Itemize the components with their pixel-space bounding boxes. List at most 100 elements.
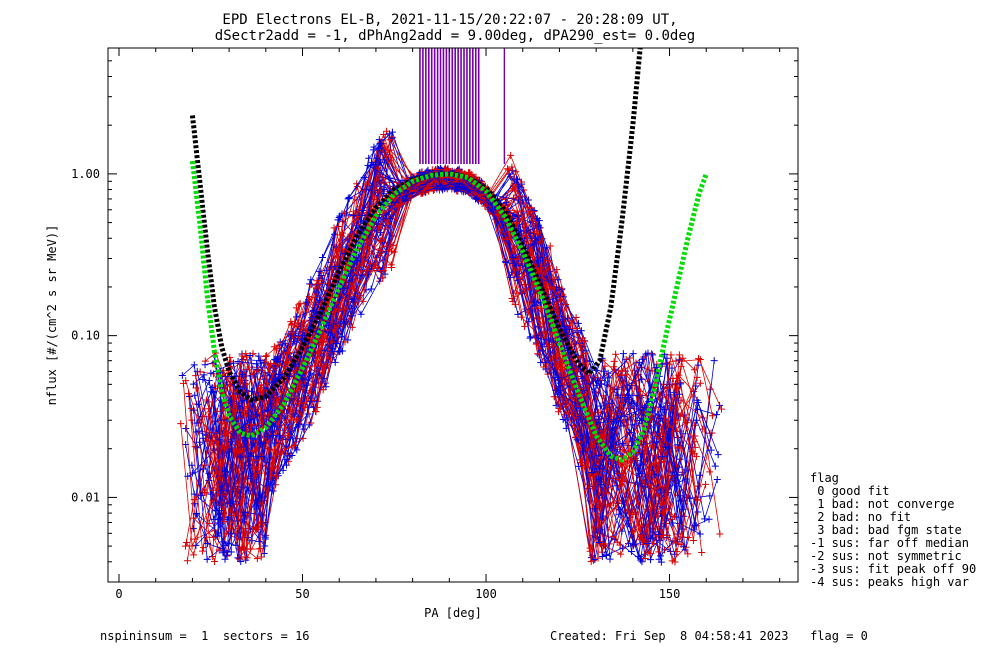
data-point	[369, 160, 377, 168]
data-point	[655, 555, 663, 563]
data-point	[220, 517, 228, 525]
data-point	[210, 515, 218, 523]
data-point	[464, 186, 472, 194]
y-tick-label-2: 0.10	[71, 329, 100, 343]
data-point	[642, 443, 650, 451]
data-point	[669, 519, 677, 527]
data-point	[530, 240, 538, 248]
data-point	[713, 475, 721, 483]
data-point	[221, 372, 229, 380]
data-point	[640, 403, 648, 411]
axes-layer: 0 50 100 150 0.01 1.00 0.10	[71, 48, 798, 601]
data-point	[531, 234, 539, 242]
data-point	[626, 354, 634, 362]
data-point	[300, 332, 308, 340]
data-point	[702, 480, 710, 488]
data-point	[657, 414, 665, 422]
data-point	[619, 350, 627, 358]
data-point	[623, 416, 631, 424]
data-point	[529, 208, 537, 216]
data-point	[345, 194, 353, 202]
data-point	[679, 354, 687, 362]
data-point	[692, 452, 700, 460]
data-point	[311, 294, 319, 302]
data-point	[264, 411, 272, 419]
data-point	[364, 270, 372, 278]
data-point	[655, 548, 663, 556]
data-point	[192, 541, 200, 549]
data-trace	[191, 175, 681, 560]
data-point	[556, 404, 564, 412]
data-point	[600, 367, 608, 375]
data-point	[573, 324, 581, 332]
data-point	[594, 554, 602, 562]
data-point	[708, 412, 716, 420]
data-point	[581, 337, 589, 345]
data-point	[220, 459, 228, 467]
data-point	[532, 340, 540, 348]
data-point	[638, 375, 646, 383]
data-point	[205, 519, 213, 527]
data-point	[238, 397, 246, 405]
fit-curve-green	[189, 160, 709, 463]
y-tick-label-0: 0.01	[71, 490, 100, 504]
data-point	[287, 332, 295, 340]
data-point	[207, 369, 215, 377]
data-point	[331, 326, 339, 334]
data-point	[665, 360, 673, 368]
data-point	[262, 352, 270, 360]
data-point	[370, 143, 378, 151]
data-point	[242, 556, 250, 564]
data-point	[595, 538, 603, 546]
data-point	[509, 297, 517, 305]
data-point	[255, 537, 263, 545]
data-point	[660, 406, 668, 414]
data-point	[359, 257, 367, 265]
data-point	[313, 277, 321, 285]
data-point	[315, 267, 323, 275]
data-point	[696, 355, 704, 363]
data-point	[692, 382, 700, 390]
data-point	[666, 444, 674, 452]
data-point	[341, 338, 349, 346]
data-point	[656, 403, 664, 411]
data-point	[218, 442, 226, 450]
data-point	[203, 540, 211, 548]
data-point	[456, 179, 464, 187]
data-point	[507, 151, 515, 159]
data-point	[239, 483, 247, 491]
data-point	[651, 484, 659, 492]
data-point	[598, 553, 606, 561]
data-point	[292, 367, 300, 375]
data-point	[357, 267, 365, 275]
data-point	[574, 319, 582, 327]
data-point	[662, 443, 670, 451]
data-point	[191, 443, 199, 451]
data-point	[574, 372, 582, 380]
data-point	[629, 350, 637, 358]
data-point	[612, 350, 620, 358]
data-point	[209, 533, 217, 541]
data-point	[293, 416, 301, 424]
data-point	[508, 163, 516, 171]
data-point	[610, 363, 618, 371]
data-point	[473, 194, 481, 202]
data-point	[706, 468, 714, 476]
data-point	[337, 231, 345, 239]
data-layer	[177, 127, 726, 566]
data-point	[380, 185, 388, 193]
data-point	[225, 476, 233, 484]
legend-item-7: -4 sus: peaks high var	[810, 575, 969, 589]
x-tick-label-2: 100	[475, 587, 497, 601]
data-point	[588, 468, 596, 476]
data-point	[647, 550, 655, 558]
data-point	[634, 552, 642, 560]
data-point	[377, 237, 385, 245]
x-tick-label-1: 50	[295, 587, 309, 601]
data-point	[329, 345, 337, 353]
chart-title: EPD Electrons EL-B, 2021-11-15/20:22:07 …	[222, 12, 677, 28]
data-point	[514, 310, 522, 318]
x-tick-label-3: 150	[659, 587, 681, 601]
legend: flag 0 good fit 1 bad: not converge 2 ba…	[810, 471, 976, 589]
data-point	[573, 436, 581, 444]
